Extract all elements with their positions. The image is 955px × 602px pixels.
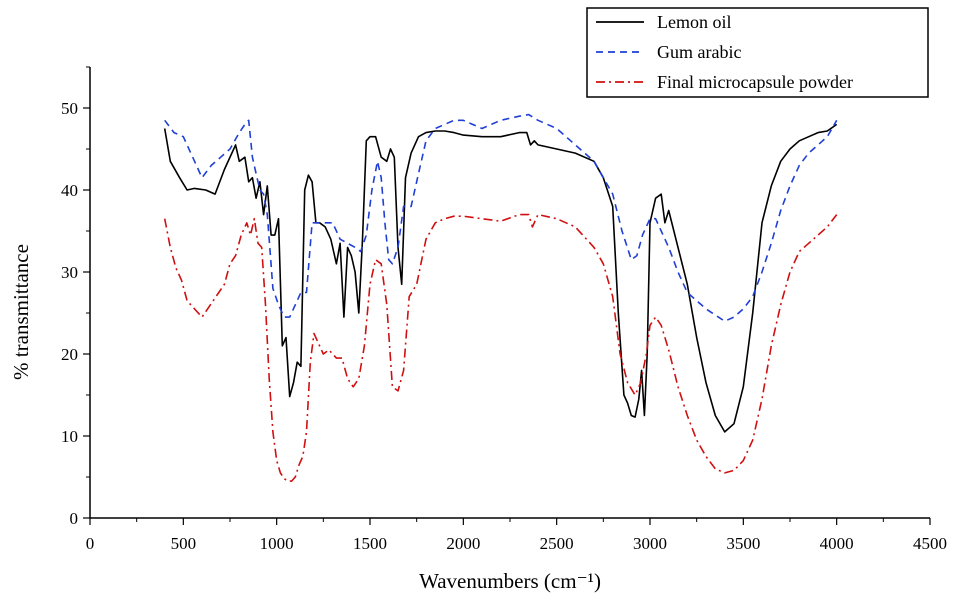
x-tick-label: 4000 — [820, 534, 854, 553]
y-tick-label: 20 — [61, 345, 78, 364]
legend-label: Lemon oil — [657, 12, 732, 32]
y-tick-label: 0 — [70, 509, 79, 528]
series-layer — [163, 113, 838, 482]
x-tick-label: 1000 — [260, 534, 294, 553]
y-tick-label: 40 — [61, 181, 78, 200]
x-tick-label: 2500 — [540, 534, 574, 553]
x-tick-label: 2000 — [446, 534, 480, 553]
y-tick-label: 50 — [61, 99, 78, 118]
series-line-gum-arabic — [164, 113, 838, 322]
legend: Lemon oil Gum arabic Final microcapsule po… — [586, 7, 929, 98]
y-tick-label: 30 — [61, 263, 78, 282]
legend-label: Final microcapsule powder — [657, 72, 853, 92]
y-axis-label: % transmittance — [9, 244, 33, 380]
x-tick-label: 500 — [171, 534, 197, 553]
x-tick-label: 0 — [86, 534, 95, 553]
y-axis: 0 10 20 30 40 50 — [61, 66, 90, 528]
series-line-final-microcapsule-powder — [163, 213, 838, 482]
x-tick-label: 4500 — [913, 534, 947, 553]
x-tick-label: 1500 — [353, 534, 387, 553]
y-tick-label: 10 — [61, 427, 78, 446]
x-tick-label: 3000 — [633, 534, 667, 553]
x-axis-label: Wavenumbers (cm⁻¹) — [419, 569, 601, 593]
x-tick-label: 3500 — [726, 534, 760, 553]
series-line-lemon-oil — [163, 123, 838, 433]
legend-label: Gum arabic — [657, 42, 741, 62]
x-axis: 0 500 1000 1500 2000 2500 3000 3500 4000 4500 — [86, 518, 947, 553]
